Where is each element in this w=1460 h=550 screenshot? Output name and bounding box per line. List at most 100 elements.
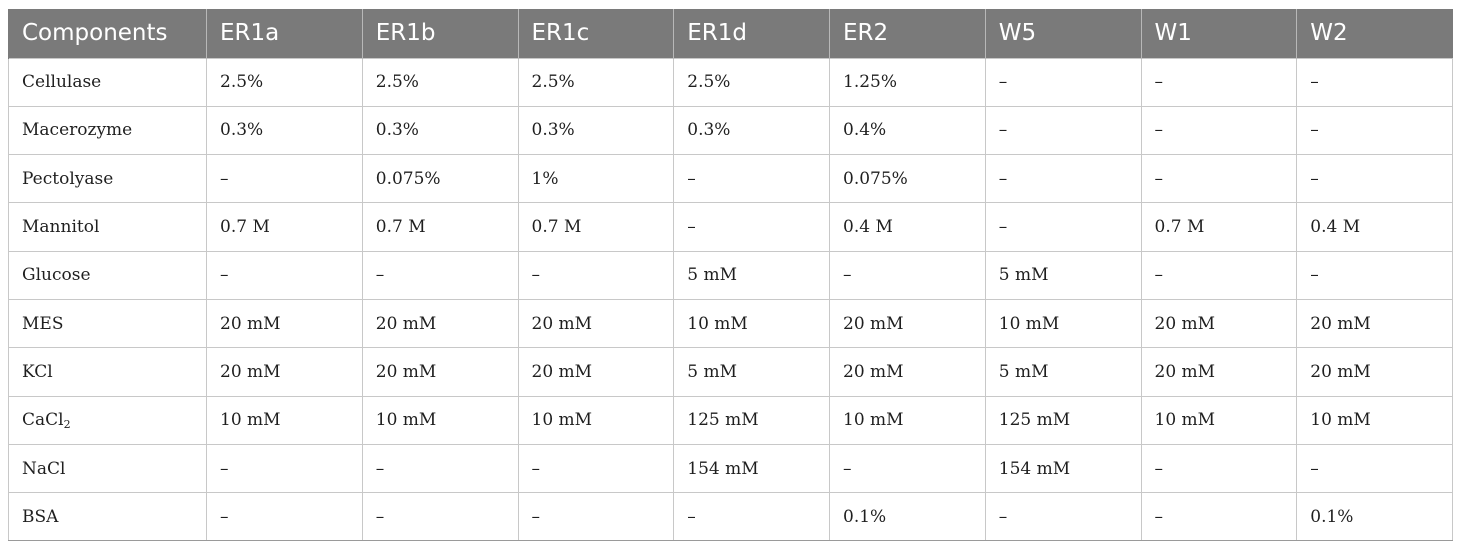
- table-cell: –: [673, 154, 830, 204]
- header-er2: ER2: [829, 9, 986, 58]
- table-cell: 1.25%: [829, 57, 986, 107]
- table-cell: –: [1140, 250, 1298, 300]
- table-cell: 20 mM: [1296, 298, 1453, 349]
- table-cell: –: [361, 250, 519, 300]
- table-cell: 10 mM: [1296, 395, 1453, 445]
- table-row: Cellulase 2.5% 2.5% 2.5% 2.5% 1.25% – – …: [8, 57, 1453, 107]
- table-cell: –: [1296, 154, 1453, 204]
- table-cell: –: [1296, 105, 1453, 156]
- row-label: Cellulase: [8, 57, 207, 107]
- components-table: Components ER1a ER1b ER1c ER1d ER2 W5 W1…: [8, 9, 1453, 542]
- table-cell: –: [206, 492, 363, 542]
- table-cell: 0.3%: [206, 105, 363, 156]
- row-label-subscript: 2: [63, 418, 71, 432]
- table-cell: –: [984, 202, 1142, 252]
- table-cell: 154 mM: [673, 443, 830, 494]
- table-cell: 2.5%: [673, 57, 830, 107]
- row-label: BSA: [8, 492, 207, 542]
- header-er1d: ER1d: [673, 9, 830, 58]
- table-cell: –: [1140, 105, 1298, 156]
- table-cell: 10 mM: [206, 395, 363, 445]
- table-cell: 125 mM: [984, 395, 1142, 445]
- table-cell: 10 mM: [517, 395, 675, 445]
- table-cell: 0.7 M: [206, 202, 363, 252]
- table-cell: 0.075%: [829, 154, 986, 204]
- table-row: Pectolyase – 0.075% 1% – 0.075% – – –: [8, 154, 1453, 204]
- row-label: KCl: [8, 347, 207, 397]
- table-cell: –: [673, 492, 830, 542]
- table-cell: 154 mM: [984, 443, 1142, 494]
- table-cell: 5 mM: [673, 347, 830, 397]
- table-cell: 0.7 M: [1140, 202, 1298, 252]
- row-label: Glucose: [8, 250, 207, 300]
- table-row: NaCl – – – 154 mM – 154 mM – –: [8, 443, 1453, 494]
- row-label: CaCl2: [8, 395, 207, 445]
- table-cell: –: [206, 154, 363, 204]
- row-label-text: CaCl: [22, 410, 64, 431]
- row-label: NaCl: [8, 443, 207, 494]
- table-cell: 2.5%: [517, 57, 675, 107]
- table-cell: –: [984, 492, 1142, 542]
- table-cell: 0.7 M: [517, 202, 675, 252]
- table-header-row: Components ER1a ER1b ER1c ER1d ER2 W5 W1…: [8, 9, 1453, 58]
- row-label: MES: [8, 298, 207, 349]
- table-cell: –: [829, 443, 986, 494]
- table-cell: 10 mM: [829, 395, 986, 445]
- table-cell: –: [1140, 443, 1298, 494]
- header-er1b: ER1b: [361, 9, 518, 58]
- table-cell: –: [1296, 57, 1453, 107]
- table-cell: –: [1140, 492, 1298, 542]
- header-w1: W1: [1140, 9, 1297, 58]
- table-cell: 20 mM: [361, 347, 519, 397]
- table-cell: 0.4%: [829, 105, 986, 156]
- table-cell: –: [1140, 154, 1298, 204]
- table-cell: –: [1296, 443, 1453, 494]
- header-er1c: ER1c: [517, 9, 674, 58]
- table-cell: –: [984, 105, 1142, 156]
- table-cell: 1%: [517, 154, 675, 204]
- row-label: Pectolyase: [8, 154, 207, 204]
- table-cell: –: [1140, 57, 1298, 107]
- table-cell: 0.4 M: [829, 202, 986, 252]
- table-cell: 20 mM: [1296, 347, 1453, 397]
- table-cell: –: [206, 250, 363, 300]
- header-er1a: ER1a: [206, 9, 363, 58]
- table-cell: 10 mM: [673, 298, 830, 349]
- table-cell: –: [361, 492, 519, 542]
- table-cell: –: [517, 250, 675, 300]
- table-cell: 0.1%: [829, 492, 986, 542]
- table-cell: 0.3%: [517, 105, 675, 156]
- table-cell: –: [829, 250, 986, 300]
- table-cell: 125 mM: [673, 395, 830, 445]
- table-cell: 0.7 M: [361, 202, 519, 252]
- table-cell: 20 mM: [829, 347, 986, 397]
- table-row: Mannitol 0.7 M 0.7 M 0.7 M – 0.4 M – 0.7…: [8, 202, 1453, 252]
- table-cell: 2.5%: [206, 57, 363, 107]
- row-label: Mannitol: [8, 202, 207, 252]
- table-cell: 20 mM: [1140, 347, 1298, 397]
- table-row: Glucose – – – 5 mM – 5 mM – –: [8, 250, 1453, 300]
- table-cell: 0.075%: [361, 154, 519, 204]
- table-cell: –: [984, 57, 1142, 107]
- table-row: BSA – – – – 0.1% – – 0.1%: [8, 492, 1453, 542]
- table-cell: 0.4 M: [1296, 202, 1453, 252]
- table-cell: –: [984, 154, 1142, 204]
- table-cell: 20 mM: [206, 347, 363, 397]
- table-cell: 0.1%: [1296, 492, 1453, 542]
- table-cell: 5 mM: [984, 347, 1142, 397]
- table-cell: –: [361, 443, 519, 494]
- table-cell: 10 mM: [984, 298, 1142, 349]
- table-row: KCl 20 mM 20 mM 20 mM 5 mM 20 mM 5 mM 20…: [8, 347, 1453, 397]
- table-cell: 2.5%: [361, 57, 519, 107]
- table-row: MES 20 mM 20 mM 20 mM 10 mM 20 mM 10 mM …: [8, 298, 1453, 349]
- table-cell: 20 mM: [1140, 298, 1298, 349]
- table-cell: 20 mM: [361, 298, 519, 349]
- header-w5: W5: [984, 9, 1141, 58]
- table-cell: 5 mM: [984, 250, 1142, 300]
- table-cell: –: [1296, 250, 1453, 300]
- table-cell: –: [517, 492, 675, 542]
- table-cell: 10 mM: [1140, 395, 1298, 445]
- table-cell: 20 mM: [829, 298, 986, 349]
- table-cell: 0.3%: [361, 105, 519, 156]
- table-cell: 5 mM: [673, 250, 830, 300]
